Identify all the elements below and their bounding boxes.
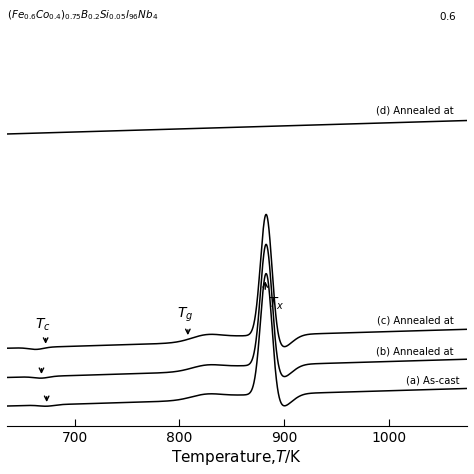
X-axis label: Temperature,$T$/K: Temperature,$T$/K (172, 448, 302, 467)
Text: (b) Annealed at: (b) Annealed at (376, 346, 460, 356)
Text: $0.6$: $0.6$ (439, 10, 456, 22)
Text: $(Fe_{0.6}Co_{0.4})_{0.75}B_{0.2}Si_{0.05}l_{96}Nb_4$: $(Fe_{0.6}Co_{0.4})_{0.75}B_{0.2}Si_{0.0… (7, 8, 158, 22)
Text: (d) Annealed at: (d) Annealed at (376, 105, 460, 115)
Text: $T_g$: $T_g$ (177, 306, 193, 324)
Text: $T_c$: $T_c$ (35, 317, 50, 333)
Text: (a) As-cast: (a) As-cast (406, 376, 460, 386)
Text: (c) Annealed at: (c) Annealed at (377, 316, 460, 326)
Text: $T_x$: $T_x$ (268, 295, 285, 312)
